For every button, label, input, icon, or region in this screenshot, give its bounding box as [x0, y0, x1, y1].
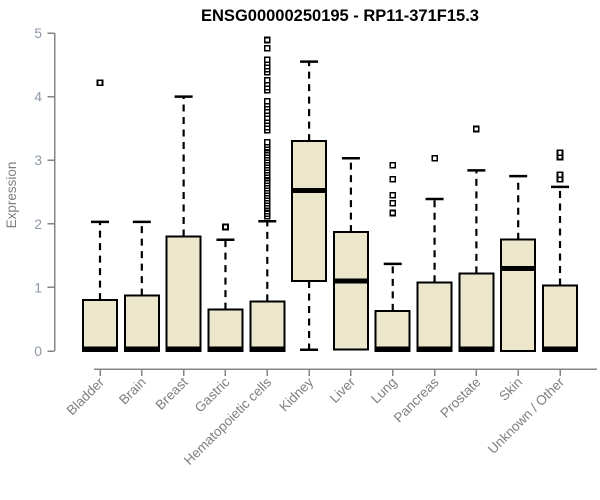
- box: [123, 294, 160, 352]
- outlier-point: [389, 175, 397, 183]
- outlier-point: [389, 209, 397, 217]
- outlier-point: [389, 161, 397, 169]
- outlier-point: [263, 56, 271, 64]
- box: [500, 238, 537, 352]
- category-label-brain: Brain: [116, 375, 149, 408]
- boxplot-gastric: [207, 223, 244, 353]
- boxplot-breast: [165, 95, 202, 353]
- box: [416, 281, 453, 353]
- box: [207, 308, 244, 353]
- outlier-point: [263, 44, 271, 52]
- outlier-point: [556, 171, 564, 179]
- median-line: [84, 346, 116, 352]
- box: [165, 235, 202, 353]
- median-line: [167, 346, 200, 352]
- median-line: [460, 346, 493, 352]
- boxplot-brain: [123, 220, 160, 352]
- category-label-breast: Breast: [153, 374, 191, 412]
- boxplot-kidney: [291, 60, 328, 351]
- category-label-skin: Skin: [496, 375, 525, 404]
- boxplot-hematopoietic-cells: [249, 36, 286, 352]
- box: [291, 140, 328, 283]
- boxplot-lung: [374, 161, 411, 353]
- y-tick-label: 0: [34, 343, 42, 359]
- y-tick-label: 4: [34, 89, 42, 105]
- outlier-point: [263, 139, 271, 146]
- box: [542, 284, 579, 353]
- boxplot-bladder: [82, 79, 118, 352]
- median-line: [293, 188, 326, 194]
- outlier-point: [389, 200, 397, 207]
- category-label-bladder: Bladder: [64, 374, 108, 418]
- outlier-point: [556, 149, 564, 156]
- median-line: [418, 346, 451, 352]
- outlier-point: [263, 36, 271, 44]
- outlier-point: [389, 191, 397, 199]
- outlier-point: [96, 79, 104, 86]
- category-label-prostate: Prostate: [437, 375, 483, 421]
- box: [249, 300, 286, 352]
- category-label-liver: Liver: [327, 374, 359, 406]
- median-line: [334, 278, 367, 284]
- category-label-gastric: Gastric: [192, 374, 233, 415]
- box: [82, 299, 118, 352]
- boxplot-pancreas: [416, 154, 453, 353]
- category-label-pancreas: Pancreas: [391, 374, 442, 425]
- median-line: [125, 346, 158, 352]
- boxplot-unknown-other: [542, 149, 579, 353]
- median-line: [502, 265, 535, 271]
- box: [374, 309, 411, 353]
- y-tick-label: 3: [34, 152, 42, 168]
- boxplot-skin: [500, 174, 537, 352]
- outlier-point: [263, 76, 271, 84]
- box: [458, 272, 495, 352]
- category-label-unknown-other: Unknown / Other: [485, 374, 568, 457]
- outlier-point: [222, 223, 229, 231]
- boxplot-prostate: [458, 125, 495, 352]
- y-tick-label: 5: [34, 25, 42, 41]
- category-label-lung: Lung: [368, 375, 400, 407]
- outlier-point: [431, 154, 438, 162]
- y-tick-label: 1: [34, 279, 42, 295]
- category-label-kidney: Kidney: [276, 374, 316, 414]
- boxplot-liver: [332, 157, 369, 351]
- median-line: [544, 346, 577, 352]
- y-tick-label: 2: [34, 216, 42, 232]
- median-line: [251, 346, 284, 352]
- median-line: [376, 346, 409, 352]
- outlier-point: [263, 97, 271, 105]
- box: [332, 231, 369, 351]
- outlier-point: [473, 125, 480, 133]
- plot-area: [82, 36, 579, 353]
- y-axis-title: Expression: [4, 162, 19, 229]
- chart-title: ENSG00000250195 - RP11-371F15.3: [201, 7, 479, 25]
- median-line: [209, 346, 242, 352]
- y-axis: 0 1 2 3 4 5: [34, 25, 56, 359]
